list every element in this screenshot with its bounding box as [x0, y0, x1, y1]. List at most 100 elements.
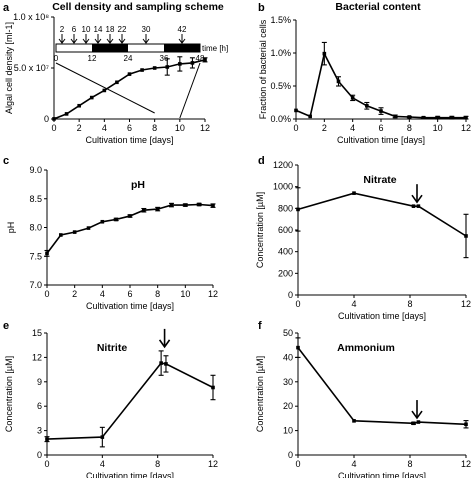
y-tick-label: 5.0 x 10⁷ [14, 63, 49, 73]
data-point [155, 207, 160, 211]
x-tick-label: 10 [175, 123, 185, 133]
panel-b: b Bacterial content 0.0% 0.5% 1.0% 1.5% 0 2 4 6 8 1… [258, 1, 471, 145]
sampling-arrow-head [158, 339, 171, 349]
data-point [294, 108, 298, 113]
y-tick-label: 0.0% [270, 114, 291, 124]
data-point [464, 422, 468, 427]
data-point [365, 104, 369, 108]
data-point [308, 114, 312, 119]
x-tick-label: 0 [293, 123, 298, 133]
data-point [464, 115, 468, 120]
y-tick-label: 400 [278, 247, 293, 257]
data-point [416, 204, 421, 208]
x-tick-label: 4 [351, 299, 356, 309]
inset-tick-label: 36 [160, 54, 169, 63]
x-axis-label: Cultivation time [days] [86, 471, 174, 478]
data-point [421, 115, 426, 120]
x-tick-label: 0 [44, 289, 49, 299]
y-axis-label: Fraction of bacterial cells [258, 19, 268, 119]
x-tick-label: 8 [407, 459, 412, 469]
data-point [100, 219, 105, 224]
chart-title: Bacterial content [335, 1, 421, 13]
x-axis-label: Cultivation time [days] [338, 311, 426, 321]
series-line [46, 203, 214, 254]
data-point [211, 203, 215, 208]
y-tick-label: 0 [288, 450, 293, 460]
y-tick-label: 8.0 [29, 223, 42, 233]
inset-axis-label: time [h] [202, 44, 228, 53]
x-axis-label: Cultivation time [days] [337, 135, 425, 145]
data-point [450, 115, 454, 120]
data-point [159, 361, 163, 365]
y-tick-label: 800 [278, 203, 293, 213]
data-point [89, 95, 94, 100]
y-tick-label: 1.0% [270, 48, 291, 58]
data-point [411, 421, 416, 426]
x-tick-label: 8 [152, 123, 157, 133]
inset-connector [179, 62, 201, 119]
x-tick-label: 2 [72, 289, 77, 299]
sampling-time-label: 30 [142, 25, 151, 34]
y-tick-label: 12 [32, 352, 42, 362]
series-line [46, 362, 214, 440]
sampling-time-label: 6 [72, 25, 77, 34]
x-tick-label: 4 [351, 459, 356, 469]
data-point [142, 208, 146, 213]
sampling-arrow-head [70, 38, 78, 44]
data-point [352, 191, 356, 195]
y-tick-label: 0 [288, 290, 293, 300]
sampling-time-label: 18 [106, 25, 115, 34]
y-tick-label: 0 [37, 450, 42, 460]
y-axis-label: Concentration [µM] [255, 192, 265, 268]
x-tick-label: 0 [44, 459, 49, 469]
data-point [102, 88, 107, 93]
data-point [350, 96, 355, 100]
data-point [393, 114, 397, 119]
panel-f: f Ammonium 0 10 20 30 40 50 0 4 8 12 Cultivation tim… [255, 320, 471, 478]
data-point [115, 80, 119, 85]
panel-letter-f: f [258, 320, 262, 332]
x-tick-label: 2 [322, 123, 327, 133]
data-point [322, 51, 327, 56]
data-point [52, 117, 56, 121]
y-axis-label: Concentration [µM] [4, 356, 14, 432]
y-tick-label: 1.5% [270, 15, 291, 25]
data-point [336, 79, 341, 84]
data-point [86, 226, 91, 230]
y-tick-label: 3 [37, 426, 42, 436]
inset-tick-label: 24 [124, 54, 133, 63]
dark-period [92, 44, 128, 52]
y-tick-label: 7.5 [29, 251, 42, 261]
x-tick-label: 12 [461, 123, 471, 133]
data-point [100, 435, 105, 439]
data-point [296, 207, 300, 212]
x-tick-label: 12 [208, 459, 218, 469]
y-tick-label: 10 [283, 426, 293, 436]
data-point [296, 345, 300, 350]
data-point [169, 203, 174, 207]
panel-letter-e: e [3, 320, 9, 332]
x-tick-label: 8 [407, 299, 412, 309]
y-tick-label: 9 [37, 377, 42, 387]
x-tick-label: 6 [127, 123, 132, 133]
sampling-arrow-head [411, 194, 423, 204]
y-tick-label: 7.0 [29, 280, 42, 290]
x-tick-label: 12 [461, 299, 471, 309]
y-tick-label: 0 [44, 114, 49, 124]
data-point [45, 251, 49, 256]
y-tick-label: 40 [283, 352, 293, 362]
x-tick-label: 8 [155, 459, 160, 469]
x-tick-label: 4 [100, 459, 105, 469]
dark-period [164, 44, 200, 52]
x-tick-label: 4 [100, 289, 105, 299]
x-tick-label: 6 [378, 123, 383, 133]
data-point [164, 362, 168, 366]
data-point [416, 420, 421, 424]
chart-title: Nitrite [97, 342, 127, 354]
data-point [197, 202, 201, 207]
y-tick-label: 6 [37, 401, 42, 411]
data-point [411, 204, 416, 208]
panel-letter-c: c [3, 155, 9, 167]
